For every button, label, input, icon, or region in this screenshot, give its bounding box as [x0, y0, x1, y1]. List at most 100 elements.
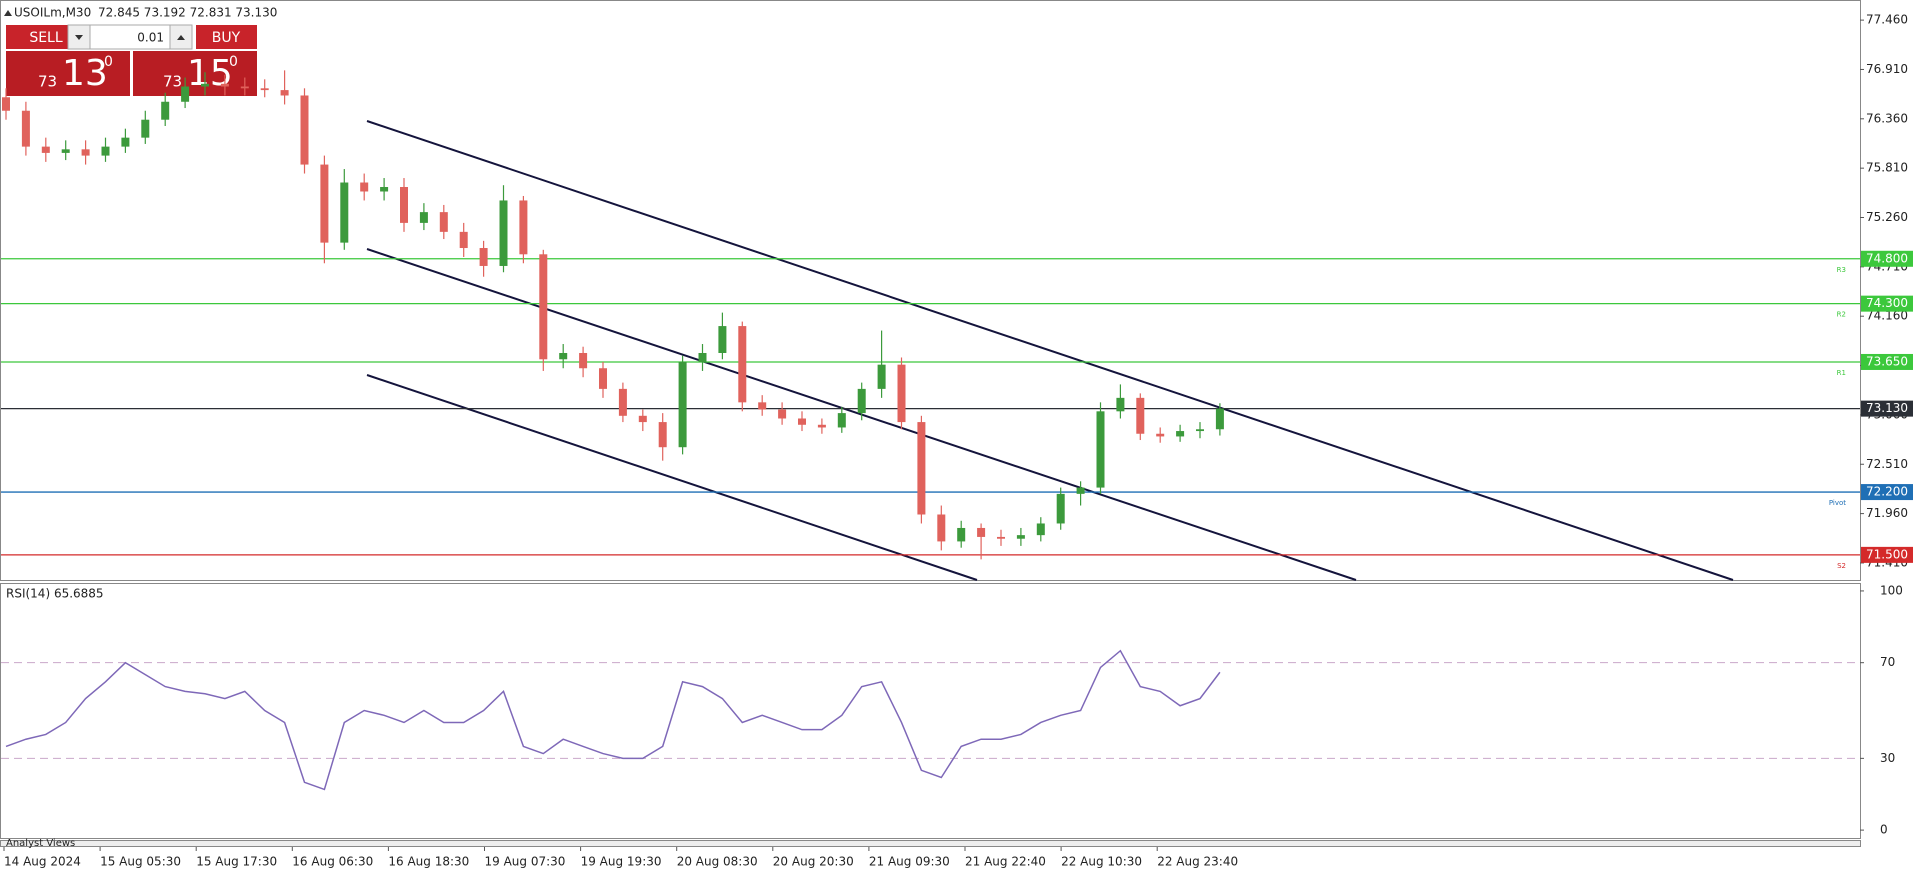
candle-body — [479, 248, 488, 266]
candle-body — [1016, 535, 1025, 539]
candle-body — [1116, 397, 1125, 412]
y-tick-label: 30 — [1880, 751, 1895, 765]
candle-body — [638, 415, 647, 423]
y-tick-label: 74.160 — [1866, 309, 1908, 323]
x-tick-label: 22 Aug 23:40 — [1157, 855, 1238, 869]
candle-body — [559, 352, 568, 360]
y-tick-label: 77.460 — [1866, 13, 1908, 27]
candle-body — [260, 88, 269, 91]
level-label: 74.300 — [1866, 296, 1908, 310]
ask-big: 73 — [163, 73, 182, 91]
level-label: 71.500 — [1866, 547, 1908, 561]
candle-body — [1196, 429, 1204, 432]
volume: 0.01 — [137, 31, 164, 45]
level-label: 73.130 — [1866, 401, 1908, 415]
x-tick-label: 16 Aug 18:30 — [388, 855, 469, 869]
candle-body — [61, 149, 70, 153]
candle-body — [161, 101, 170, 120]
y-tick-label: 70 — [1880, 655, 1895, 669]
level-label-bg — [1861, 250, 1913, 267]
y-tick-label: 100 — [1880, 583, 1903, 597]
candle-body — [977, 527, 986, 537]
bid-main: 13 — [62, 53, 108, 94]
candle-body — [141, 119, 150, 138]
collapse-icon[interactable] — [4, 10, 12, 16]
y-tick-label: 75.260 — [1866, 210, 1908, 224]
trade-panel: SELL 0.01 BUY 73 13 0 73 15 0 — [6, 24, 257, 96]
candle-body — [837, 413, 846, 428]
x-tick-label: 21 Aug 22:40 — [965, 855, 1046, 869]
candle-body — [360, 182, 369, 192]
ask-box[interactable] — [133, 51, 257, 96]
candle-body — [539, 254, 548, 360]
x-tick-label: 15 Aug 05:30 — [100, 855, 181, 869]
footer-bar — [0, 840, 1861, 847]
x-tick-label: 22 Aug 10:30 — [1061, 855, 1142, 869]
buy-button[interactable] — [196, 25, 257, 49]
ohlc: 72.845 73.192 72.831 73.130 — [98, 6, 277, 20]
buy-label: BUY — [212, 30, 241, 46]
candle-body — [300, 95, 309, 165]
channel-upper — [366, 120, 1734, 581]
candle-body — [1036, 523, 1045, 536]
candle-body — [798, 418, 806, 425]
bid-sup: 0 — [104, 54, 113, 70]
candle-body — [579, 352, 588, 369]
candle-body — [857, 388, 866, 414]
candle-body — [380, 187, 389, 192]
volume-input[interactable] — [89, 24, 171, 50]
vol-arrow — [177, 35, 185, 40]
level-label-bg — [1861, 400, 1913, 417]
level-label-bg — [1861, 546, 1913, 563]
rsi-title: RSI(14) 65.6885 — [6, 587, 104, 601]
candle-body — [1156, 433, 1165, 437]
candle-body — [201, 83, 209, 87]
level-label-bg — [1861, 295, 1913, 312]
candle-body — [280, 90, 289, 96]
candle-body — [917, 422, 926, 515]
level-label: 73.650 — [1866, 354, 1908, 368]
level-name: Pivot — [1829, 499, 1846, 507]
footer: Analyst Views — [6, 838, 75, 849]
candle-body — [340, 182, 349, 243]
x-tick-label: 19 Aug 19:30 — [581, 855, 662, 869]
y-tick-label: 72.510 — [1866, 457, 1908, 471]
candle-body — [1176, 431, 1185, 437]
bid-box[interactable] — [6, 51, 130, 96]
y-tick-label: 0 — [1880, 823, 1888, 837]
level-name: R3 — [1837, 266, 1846, 274]
candle-body — [599, 368, 607, 389]
candle-body — [519, 200, 528, 255]
rsi-frame — [0, 583, 1861, 839]
channel-lower — [366, 374, 978, 581]
candle-body — [220, 83, 229, 87]
candle-body — [419, 212, 428, 223]
candle-body — [1056, 493, 1065, 524]
candle-body — [957, 527, 966, 542]
bid-big: 73 — [38, 73, 57, 91]
candle-body — [1136, 397, 1145, 434]
candle-body — [81, 149, 90, 156]
candle-body — [320, 164, 329, 243]
candle-body — [618, 388, 627, 416]
candle-body — [400, 187, 408, 223]
candle-body — [778, 409, 787, 419]
candle-body — [897, 364, 906, 423]
level-name: R1 — [1837, 369, 1846, 377]
x-tick-label: 15 Aug 17:30 — [196, 855, 277, 869]
candle-body — [1096, 411, 1105, 488]
candle-body — [121, 137, 130, 147]
y-tick-label: 76.910 — [1866, 62, 1908, 76]
candle-body — [817, 424, 826, 428]
candle-body — [459, 231, 468, 249]
candle-body — [1076, 487, 1085, 494]
x-tick-label: 20 Aug 08:30 — [677, 855, 758, 869]
level-label: 74.800 — [1866, 251, 1908, 265]
candle-body — [439, 212, 448, 232]
candle-body — [738, 326, 747, 403]
x-tick-label: 16 Aug 06:30 — [292, 855, 373, 869]
candle-body — [718, 326, 727, 353]
level-label-bg — [1861, 353, 1913, 370]
